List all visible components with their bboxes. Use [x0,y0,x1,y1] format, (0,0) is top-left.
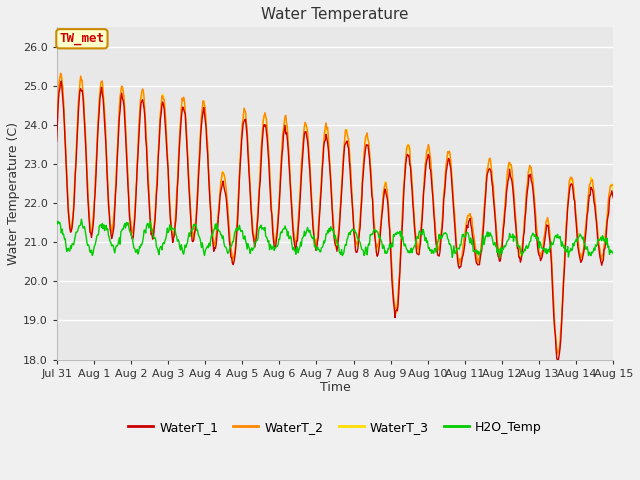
WaterT_2 [609,181,617,187]
H2O_Temp [609,251,617,257]
WaterT_3 [58,73,65,79]
WaterT_1 [420,188,428,194]
H2O_Temp [207,237,214,242]
Line: WaterT_2: WaterT_2 [56,73,613,353]
WaterT_3 [121,110,129,116]
Title: Water Temperature: Water Temperature [261,7,409,22]
WaterT_3 [554,351,562,357]
WaterT_3 [177,106,185,111]
WaterT_2 [177,106,185,111]
WaterT_3 [609,187,617,193]
Line: H2O_Temp: H2O_Temp [56,219,613,257]
WaterT_1 [207,210,214,216]
H2O_Temp [77,216,85,222]
H2O_Temp [496,254,504,260]
WaterT_3 [207,209,214,215]
H2O_Temp [404,247,412,253]
WaterT_1 [404,152,412,157]
WaterT_2 [207,206,214,212]
H2O_Temp [52,218,60,224]
Line: WaterT_3: WaterT_3 [56,76,613,354]
WaterT_1 [58,78,65,84]
WaterT_3 [404,145,412,151]
WaterT_1 [63,192,71,198]
WaterT_1 [609,195,617,201]
WaterT_3 [63,186,71,192]
WaterT_2 [57,71,65,76]
WaterT_2 [554,350,561,356]
WaterT_2 [420,188,428,193]
WaterT_1 [177,115,185,121]
WaterT_2 [63,186,71,192]
H2O_Temp [177,242,185,248]
Text: TW_met: TW_met [60,32,104,45]
WaterT_2 [404,143,412,149]
WaterT_1 [121,117,129,123]
Y-axis label: Water Temperature (C): Water Temperature (C) [7,122,20,265]
WaterT_2 [121,105,129,111]
WaterT_1 [554,357,562,362]
WaterT_2 [52,121,60,127]
Line: WaterT_1: WaterT_1 [56,81,613,360]
H2O_Temp [420,228,428,234]
WaterT_3 [420,189,428,194]
WaterT_1 [52,138,60,144]
Legend: WaterT_1, WaterT_2, WaterT_3, H2O_Temp: WaterT_1, WaterT_2, WaterT_3, H2O_Temp [123,416,547,439]
X-axis label: Time: Time [319,382,350,395]
H2O_Temp [121,221,129,227]
H2O_Temp [63,249,70,254]
WaterT_3 [52,129,60,135]
